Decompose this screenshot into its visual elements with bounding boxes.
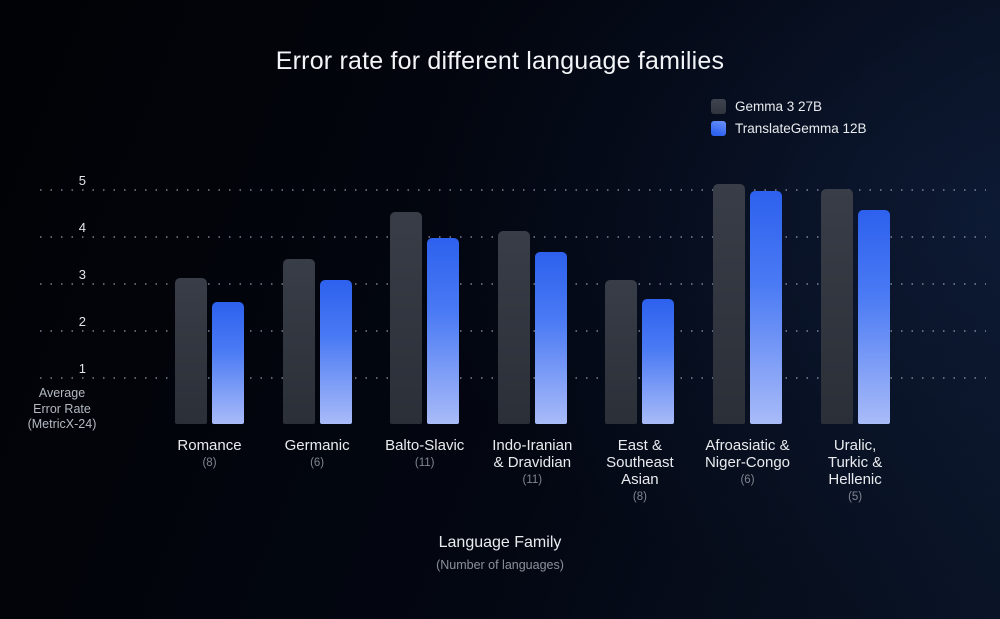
- category-name: Romance: [177, 437, 242, 454]
- bar: [497, 230, 530, 424]
- category-language-count: (8): [632, 491, 647, 503]
- category-name: Germanic: [284, 437, 350, 454]
- category-name: Balto-Slavic: [385, 437, 465, 454]
- bar: [319, 280, 352, 424]
- legend-swatch-gemma-icon: [711, 99, 726, 114]
- category-name: Indo-Iranian & Dravidian: [492, 437, 573, 471]
- category-language-count: (8): [202, 457, 217, 469]
- bar: [390, 212, 423, 424]
- bar: [750, 190, 782, 424]
- bar: [857, 209, 890, 424]
- category-label: Romance (8): [145, 437, 275, 469]
- bar: [427, 237, 460, 424]
- category-language-count: (11): [414, 457, 435, 469]
- y-tick-label: 1: [78, 360, 86, 376]
- x-axis-title: Language Family: [438, 534, 562, 551]
- category-name: Afroasiatic & Niger-Congo: [704, 437, 791, 471]
- category-label: East & Southeast Asian (8): [575, 437, 705, 503]
- legend-item-translategemma: TranslateGemma 12B: [711, 121, 867, 136]
- category-label: Indo-Iranian & Dravidian (11): [467, 437, 597, 486]
- category-name: East & Southeast Asian: [606, 437, 674, 488]
- category-name: Uralic, Turkic & Hellenic: [827, 437, 883, 488]
- bar: [212, 301, 244, 424]
- x-axis: Language Family (Number of languages): [0, 534, 1000, 572]
- legend-label-gemma: Gemma 3 27B: [735, 99, 823, 114]
- category-label: Afroasiatic & Niger-Congo (6): [683, 437, 813, 486]
- legend-item-gemma: Gemma 3 27B: [711, 99, 867, 114]
- category-language-count: (5): [848, 491, 863, 503]
- y-tick-label: 4: [78, 219, 86, 235]
- bar: [534, 252, 567, 424]
- legend-swatch-translategemma-icon: [711, 121, 726, 136]
- y-axis-label: Average Error Rate (MetricX-24): [27, 386, 97, 431]
- y-tick-label: 3: [78, 266, 86, 282]
- gridline: [40, 188, 986, 191]
- chart-title: Error rate for different language famili…: [275, 47, 725, 75]
- category-language-count: (6): [740, 474, 755, 486]
- bar: [175, 277, 207, 424]
- bar: [820, 188, 853, 424]
- category-label: Balto-Slavic (11): [360, 437, 490, 469]
- legend: Gemma 3 27B TranslateGemma 12B: [711, 99, 867, 136]
- category-label: Germanic (6): [252, 437, 382, 469]
- y-tick-label: 5: [78, 172, 86, 188]
- bar: [642, 299, 675, 424]
- legend-label-translategemma: TranslateGemma 12B: [735, 121, 867, 136]
- bar: [282, 259, 315, 424]
- category-language-count: (6): [310, 457, 325, 469]
- bar: [713, 183, 745, 424]
- category-label: Uralic, Turkic & Hellenic (5): [790, 437, 920, 503]
- x-axis-subtitle: (Number of languages): [436, 558, 564, 572]
- y-tick-label: 2: [78, 313, 86, 329]
- category-language-count: (11): [522, 474, 543, 486]
- bar: [605, 280, 638, 424]
